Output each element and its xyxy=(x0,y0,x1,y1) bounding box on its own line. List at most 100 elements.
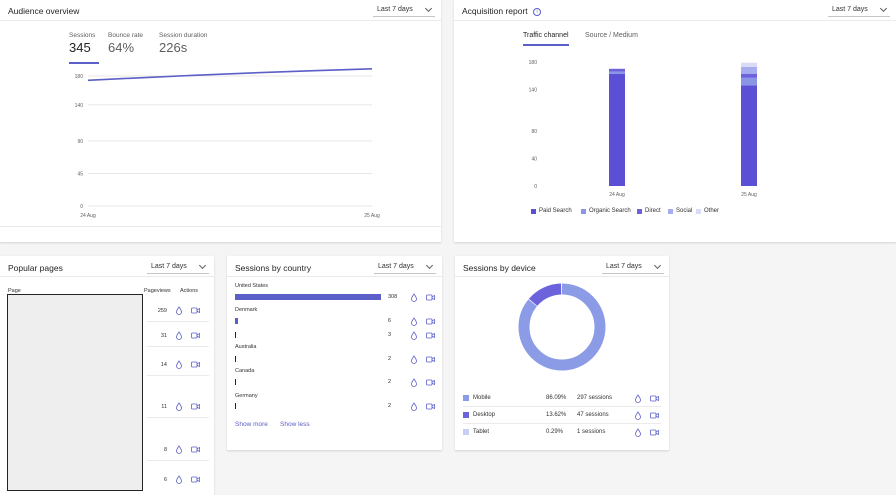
x-tick-label: 24 Aug xyxy=(609,192,625,198)
video-icon[interactable] xyxy=(426,379,435,386)
chevron-down-icon xyxy=(424,4,433,13)
divider xyxy=(454,20,896,21)
series-line xyxy=(87,67,373,82)
country-label: United States xyxy=(235,283,269,289)
drop-icon[interactable] xyxy=(410,378,418,387)
metric-label: Sessions xyxy=(69,32,96,39)
video-icon[interactable] xyxy=(191,403,200,410)
device-swatch xyxy=(463,412,469,418)
device-title: Sessions by device xyxy=(463,263,536,273)
country-bar[interactable] xyxy=(235,294,381,300)
video-icon[interactable] xyxy=(650,395,659,402)
bar-segment xyxy=(741,66,757,74)
drop-icon[interactable] xyxy=(410,355,418,364)
y-tick-label: 140 xyxy=(75,103,84,109)
bar-segment xyxy=(609,73,625,186)
legend-swatch xyxy=(581,209,586,214)
divider xyxy=(227,276,442,277)
row-divider xyxy=(147,321,209,322)
info-icon[interactable]: i xyxy=(533,7,542,16)
country-value: 308 xyxy=(388,294,398,300)
video-icon[interactable] xyxy=(426,318,435,325)
country-bar[interactable] xyxy=(235,332,236,338)
country-bar[interactable] xyxy=(235,379,236,385)
y-tick-label: 0 xyxy=(534,184,537,190)
chevron-down-icon xyxy=(198,261,207,270)
video-icon[interactable] xyxy=(191,307,200,314)
country-bar[interactable] xyxy=(235,356,236,362)
x-tick-label: 25 Aug xyxy=(364,213,380,219)
drop-icon[interactable] xyxy=(175,445,183,454)
bar-segment xyxy=(609,68,625,72)
x-tick-label: 24 Aug xyxy=(80,213,96,219)
video-icon[interactable] xyxy=(191,332,200,339)
chevron-down-icon xyxy=(653,261,662,270)
divider xyxy=(0,226,441,227)
video-icon[interactable] xyxy=(191,361,200,368)
legend-item[interactable]: Other xyxy=(696,208,719,214)
sessions-line-chart: 0 45 90 140 180 24 Aug 25 Aug xyxy=(75,67,380,219)
sessions-by-country-card: Sessions by country Last 7 days United S… xyxy=(227,256,442,450)
metric-bounce-rate[interactable]: Bounce rate 64% xyxy=(108,32,148,55)
legend-label: Social xyxy=(676,208,693,214)
row-divider xyxy=(147,417,209,418)
show-more-link[interactable]: Show more xyxy=(235,421,268,428)
video-icon[interactable] xyxy=(426,332,435,339)
country-bar[interactable] xyxy=(235,318,238,324)
metric-sessions[interactable]: Sessions 345 xyxy=(69,32,99,64)
legend-item[interactable]: Social xyxy=(668,208,692,214)
video-icon[interactable] xyxy=(650,429,659,436)
metric-label: Bounce rate xyxy=(108,32,144,39)
video-icon[interactable] xyxy=(426,294,435,301)
legend-item[interactable]: Direct xyxy=(637,208,661,214)
popular-pages-card: Popular pages Last 7 days Page Pageviews… xyxy=(0,256,214,495)
drop-icon[interactable] xyxy=(175,402,183,411)
device-swatch xyxy=(463,395,469,401)
country-value: 3 xyxy=(388,332,392,338)
drop-icon[interactable] xyxy=(410,331,418,340)
drop-icon[interactable] xyxy=(175,475,183,484)
drop-icon[interactable] xyxy=(175,306,183,315)
legend-swatch xyxy=(637,209,642,214)
country-bar[interactable] xyxy=(235,403,236,409)
device-label: Mobile xyxy=(473,395,491,401)
country-label: Germany xyxy=(235,393,258,399)
video-icon[interactable] xyxy=(426,403,435,410)
legend-item[interactable]: Paid Search xyxy=(531,208,572,214)
popular-range-dropdown[interactable]: Last 7 days xyxy=(147,260,209,274)
metric-session-duration[interactable]: Session duration 226s xyxy=(159,32,219,55)
video-icon[interactable] xyxy=(191,446,200,453)
show-less-link[interactable]: Show less xyxy=(280,421,310,428)
video-icon[interactable] xyxy=(426,356,435,363)
video-icon[interactable] xyxy=(191,476,200,483)
dropdown-label: Last 7 days xyxy=(377,6,413,13)
country-range-dropdown[interactable]: Last 7 days xyxy=(374,260,436,274)
drop-icon[interactable] xyxy=(634,411,642,420)
device-sessions: 297 sessions xyxy=(577,395,613,401)
drop-icon[interactable] xyxy=(634,394,642,403)
legend-label: Organic Search xyxy=(589,208,631,214)
device-percent: 86.09% xyxy=(546,395,567,401)
video-icon[interactable] xyxy=(650,412,659,419)
row-divider xyxy=(463,406,661,407)
acquisition-title-text: Acquisition report xyxy=(462,6,528,16)
tab-source-medium[interactable]: Source / Medium xyxy=(585,32,638,39)
drop-icon[interactable] xyxy=(634,428,642,437)
drop-icon[interactable] xyxy=(410,293,418,302)
drop-icon[interactable] xyxy=(410,317,418,326)
acquisition-range-dropdown[interactable]: Last 7 days xyxy=(828,3,890,17)
legend-label: Direct xyxy=(645,208,661,214)
traffic-stacked-bar-chart: 0 40 80 140 180 24 Aug 25 Aug xyxy=(529,60,757,198)
device-range-dropdown[interactable]: Last 7 days xyxy=(602,260,664,274)
dropdown-label: Last 7 days xyxy=(378,263,414,270)
drop-icon[interactable] xyxy=(175,331,183,340)
drop-icon[interactable] xyxy=(410,402,418,411)
drop-icon[interactable] xyxy=(175,360,183,369)
pageviews-value: 14 xyxy=(160,362,167,368)
y-tick-label: 180 xyxy=(529,60,538,66)
audience-range-dropdown[interactable]: Last 7 days xyxy=(373,3,435,17)
legend-item[interactable]: Organic Search xyxy=(581,208,631,214)
tab-traffic-channel[interactable]: Traffic channel xyxy=(523,32,569,46)
bar-segment xyxy=(741,62,757,67)
popular-title: Popular pages xyxy=(8,263,63,273)
